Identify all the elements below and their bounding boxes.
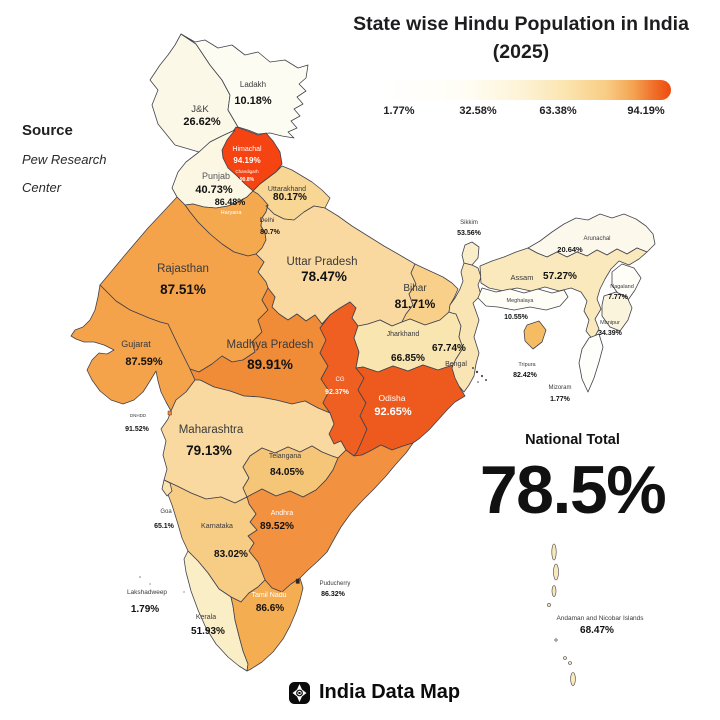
svg-text:Madhya Pradesh: Madhya Pradesh — [227, 339, 314, 351]
svg-text:51.93%: 51.93% — [191, 626, 225, 637]
svg-text:Mizoram: Mizoram — [548, 385, 571, 391]
svg-text:89.52%: 89.52% — [260, 521, 294, 532]
svg-text:Telangana: Telangana — [269, 453, 301, 460]
svg-text:Sikkim: Sikkim — [460, 220, 478, 226]
svg-text:90.8%: 90.8% — [240, 177, 255, 183]
svg-text:Uttar Pradesh: Uttar Pradesh — [287, 256, 358, 268]
svg-text:10.55%: 10.55% — [504, 314, 529, 321]
svg-text:Bihar: Bihar — [403, 283, 427, 294]
svg-text:40.73%: 40.73% — [195, 184, 233, 196]
svg-text:7.77%: 7.77% — [608, 294, 629, 301]
svg-text:Punjab: Punjab — [202, 171, 230, 181]
svg-text:91.52%: 91.52% — [125, 426, 150, 433]
svg-text:Ladakh: Ladakh — [240, 80, 266, 89]
svg-text:86.6%: 86.6% — [256, 603, 284, 614]
svg-text:66.85%: 66.85% — [391, 353, 425, 364]
svg-text:67.74%: 67.74% — [432, 343, 466, 354]
svg-text:Manipur: Manipur — [600, 320, 620, 326]
svg-text:Goa: Goa — [160, 509, 172, 515]
svg-text:80.7%: 80.7% — [260, 229, 281, 236]
svg-text:Tripura: Tripura — [518, 362, 536, 368]
svg-text:Haryana: Haryana — [221, 210, 243, 216]
svg-text:Nagaland: Nagaland — [610, 284, 634, 290]
svg-text:78.47%: 78.47% — [301, 269, 347, 284]
svg-text:65.1%: 65.1% — [154, 523, 175, 530]
svg-text:J&K: J&K — [191, 104, 209, 115]
svg-text:Assam: Assam — [511, 273, 534, 282]
svg-text:92.37%: 92.37% — [325, 389, 350, 396]
svg-text:Karnataka: Karnataka — [201, 523, 233, 530]
svg-text:1.77%: 1.77% — [550, 396, 571, 403]
svg-text:Gujarat: Gujarat — [121, 339, 151, 349]
svg-text:Bengal: Bengal — [445, 361, 467, 368]
svg-text:26.62%: 26.62% — [183, 116, 221, 128]
svg-text:Jharkhand: Jharkhand — [387, 331, 420, 338]
svg-text:83.02%: 83.02% — [214, 549, 248, 560]
svg-text:Chandigarh: Chandigarh — [235, 169, 259, 174]
svg-text:79.13%: 79.13% — [186, 443, 232, 458]
svg-text:Maharashtra: Maharashtra — [179, 424, 244, 436]
svg-text:Andaman and Nicobar Islands: Andaman and Nicobar Islands — [556, 615, 644, 622]
svg-text:DNHDD: DNHDD — [130, 413, 147, 418]
svg-text:87.59%: 87.59% — [125, 356, 163, 368]
svg-text:81.71%: 81.71% — [395, 297, 436, 311]
svg-text:CG: CG — [336, 377, 345, 383]
svg-text:92.65%: 92.65% — [374, 406, 412, 418]
svg-text:20.64%: 20.64% — [557, 245, 583, 254]
svg-text:57.27%: 57.27% — [543, 271, 577, 282]
svg-text:94.19%: 94.19% — [233, 156, 260, 165]
svg-text:89.91%: 89.91% — [247, 357, 293, 372]
svg-text:82.42%: 82.42% — [513, 372, 538, 379]
svg-text:87.51%: 87.51% — [160, 282, 206, 297]
svg-text:Kerala: Kerala — [196, 614, 216, 621]
svg-text:Andhra: Andhra — [271, 510, 294, 517]
svg-text:80.17%: 80.17% — [273, 192, 307, 203]
svg-text:Rajasthan: Rajasthan — [157, 263, 209, 275]
svg-text:86.48%: 86.48% — [215, 197, 246, 207]
svg-text:10.18%: 10.18% — [234, 95, 272, 107]
svg-text:Lakshadweep: Lakshadweep — [127, 589, 167, 596]
svg-text:Puducherry: Puducherry — [320, 581, 351, 587]
svg-text:Tamil Nadu: Tamil Nadu — [251, 592, 286, 599]
svg-text:86.32%: 86.32% — [321, 591, 346, 598]
svg-text:1.79%: 1.79% — [131, 604, 159, 615]
svg-text:Meghalaya: Meghalaya — [507, 298, 535, 304]
svg-text:Uttarakhand: Uttarakhand — [268, 186, 306, 193]
svg-text:68.47%: 68.47% — [580, 625, 614, 636]
svg-text:34.39%: 34.39% — [598, 330, 623, 337]
svg-text:Delhi: Delhi — [260, 217, 275, 224]
svg-text:Himachal: Himachal — [232, 146, 262, 153]
svg-text:53.56%: 53.56% — [457, 230, 482, 237]
svg-text:Arunachal: Arunachal — [583, 236, 610, 242]
svg-text:84.05%: 84.05% — [270, 467, 304, 478]
svg-text:Odisha: Odisha — [379, 393, 406, 403]
